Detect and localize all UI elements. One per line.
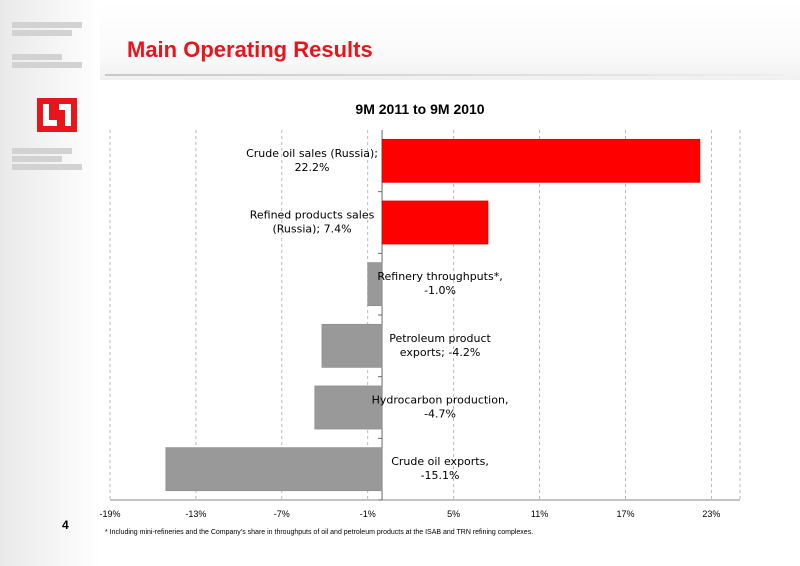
x-tick-label: 5% [447, 509, 460, 519]
bar [367, 262, 383, 307]
x-tick-label: -7% [274, 509, 290, 519]
data-label: -4.7% [424, 408, 456, 421]
data-label: Petroleum product [389, 332, 491, 345]
bar [381, 200, 489, 245]
decorative-stripe [12, 164, 82, 170]
x-tick-label: 17% [616, 509, 634, 519]
decorative-stripe [12, 156, 62, 162]
data-label: Hydrocarbon production, [372, 394, 509, 407]
data-label: Refined products sales [250, 209, 375, 222]
bar [165, 447, 383, 492]
decorative-stripe [12, 22, 82, 28]
data-label: 22.2% [295, 161, 330, 174]
x-tick-label: -13% [185, 509, 206, 519]
page-title: Main Operating Results [127, 37, 373, 62]
page-number: 4 [62, 518, 69, 532]
x-tick-label: 23% [702, 509, 720, 519]
x-tick-label: -19% [99, 509, 120, 519]
lukoil-logo [37, 98, 77, 132]
x-tick-label: -1% [360, 509, 376, 519]
left-decorative-strip [0, 0, 100, 566]
data-label: Crude oil sales (Russia); [246, 147, 378, 160]
data-label: -1.0% [424, 284, 456, 297]
data-label: -15.1% [421, 469, 460, 482]
decorative-stripe [12, 30, 72, 36]
bar [381, 138, 701, 183]
decorative-stripe [12, 54, 62, 60]
chart-title: 9M 2011 to 9M 2010 [355, 101, 485, 117]
x-tick-label: 11% [531, 509, 548, 519]
data-label: exports; -4.2% [400, 346, 480, 359]
bar [314, 385, 383, 430]
data-label: Refinery throughputs*, [377, 270, 502, 283]
data-label: (Russia); 7.4% [272, 223, 351, 236]
data-label: Crude oil exports, [391, 455, 489, 468]
footnote: * Including mini-refineries and the Comp… [105, 529, 534, 536]
decorative-stripe [12, 62, 82, 68]
decorative-stripe [12, 148, 72, 154]
header-divider [105, 74, 785, 76]
bar [321, 323, 383, 368]
header-band [100, 0, 800, 80]
